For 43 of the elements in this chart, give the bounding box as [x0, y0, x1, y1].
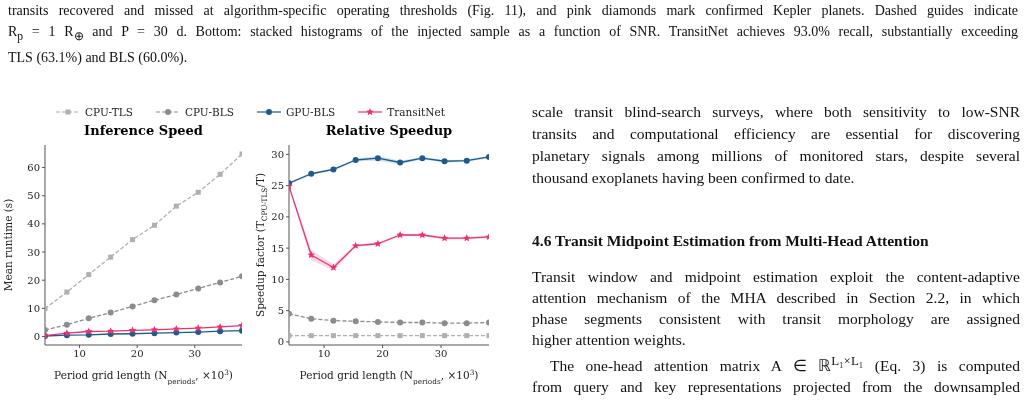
legend-label: CPU-TLS	[85, 106, 133, 118]
y-tick-label: 60	[27, 162, 40, 174]
x-axis-title: Period grid length (N$_{periods}$, ×10$^{3}$)	[54, 367, 233, 386]
y-tick-label: 10	[27, 302, 40, 314]
y-tick-label: 30	[27, 246, 40, 258]
x-axis-title: Period grid length (N$_{periods}$, ×10$^{3}$)	[299, 367, 479, 386]
chart-title: Relative Speedup	[324, 123, 454, 138]
y-tick-label: 10	[271, 273, 284, 285]
y-tick-label: 25	[271, 180, 284, 192]
y-tick-label: 0	[277, 336, 284, 348]
y-tick-label: 15	[271, 242, 284, 254]
text: 4.6 Transit Midpoint Estimation from Multi-Head Attention	[532, 232, 930, 250]
text: from query and key representations projected from the downsampled	[532, 377, 1020, 398]
text: scale transit blind-search surveys, where both sensitivity to low-SNR	[532, 102, 1020, 122]
x-tick-label: 20	[130, 348, 144, 360]
x-tick-label: 10	[317, 348, 331, 360]
x-tick-label: 10	[73, 348, 86, 360]
y-axis-title: Mean runtime (s)	[2, 198, 14, 292]
text: transits and computational efficiency are essential for discovering	[532, 124, 1020, 144]
y-tick-label: 20	[271, 211, 284, 223]
x-tick-label: 30	[434, 348, 448, 360]
text: The one-head attention matrix A ∈ ℝ$^{L₁×L₁}$ (Eq. 3) is computed	[549, 352, 1020, 377]
x-tick-label: 20	[376, 348, 389, 360]
text: phase segments consistent with transit morphology are assigned	[532, 309, 1020, 329]
y-tick-label: 5	[277, 305, 284, 317]
text: transits recovered and missed at algorithm-specific operating thresholds (Fig. 11), and pink diamonds mark confirmed Kepler planets. Dashed guides indicate	[8, 2, 1018, 20]
text: thousand exoplanets having been confirmed to date.	[532, 168, 856, 188]
text: attention mechanism of the MHA described in Section 2.2, in which	[532, 288, 1020, 308]
x-tick-label: 30	[188, 348, 202, 360]
text: Transit window and midpoint estimation exploit the content-adaptive	[532, 267, 1020, 287]
text: higher attention weights.	[532, 330, 687, 350]
y-tick-label: 0	[33, 331, 40, 343]
y-tick-label: 30	[271, 148, 284, 160]
y-tick-label: 40	[27, 218, 40, 230]
y-tick-label: 50	[27, 190, 40, 202]
chart-title: Inference Speed	[83, 123, 204, 138]
legend-label: CPU-BLS	[184, 106, 234, 118]
text: R$_{p}$ = 1 R$_{⊕}$ and P = 30 d. Bottom: stacked histograms of the injected sample as a function of SNR. TransitNet achieves 93.0% recall, substantially exceeding	[8, 23, 1019, 45]
text: TLS (63.1%) and BLS (60.0%).	[8, 48, 189, 67]
legend-label: GPU-BLS	[285, 106, 336, 118]
text: planetary signals among millions of monitored stars, despite several	[532, 146, 1020, 166]
y-tick-label: 20	[27, 274, 40, 286]
legend-label: TransitNet	[387, 106, 445, 118]
